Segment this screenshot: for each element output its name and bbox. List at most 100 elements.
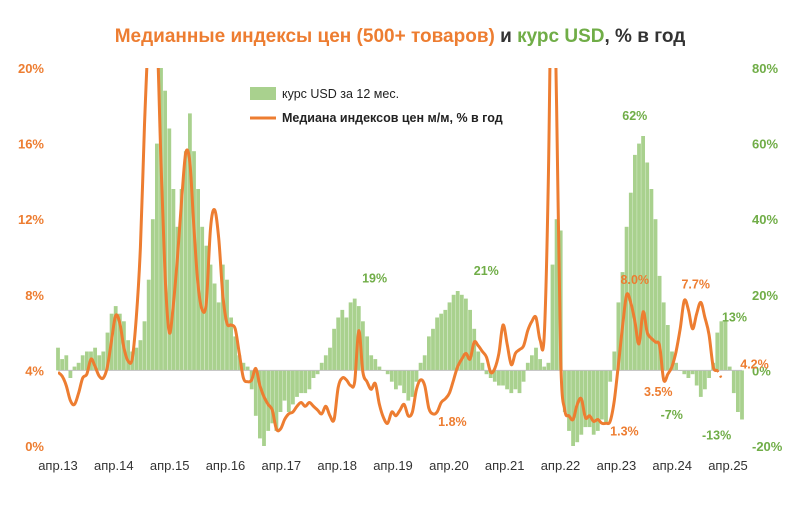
usd-bar: [150, 219, 155, 371]
usd-bar: [105, 332, 110, 371]
right-tick-label: 40%: [752, 212, 778, 227]
x-tick-label: апр.18: [317, 458, 357, 473]
usd-bar: [414, 370, 419, 382]
usd-bar: [113, 306, 118, 371]
usd-bar: [389, 370, 394, 382]
usd-bar: [427, 336, 431, 371]
usd-bar: [443, 309, 448, 371]
usd-bar: [175, 226, 180, 371]
x-tick-label: апр.17: [262, 458, 302, 473]
usd-bar: [291, 370, 295, 405]
x-tick-label: апр.20: [429, 458, 469, 473]
usd-bar: [258, 370, 262, 439]
usd-bar: [736, 370, 740, 412]
price-index-path: [58, 68, 719, 433]
usd-bar: [138, 340, 143, 371]
usd-bar: [340, 309, 345, 371]
annotation-label: -13%: [702, 429, 731, 443]
x-tick-label: апр.21: [485, 458, 525, 473]
annotation-label: 19%: [362, 272, 387, 286]
usd-bar: [542, 366, 547, 371]
x-axis-ticks: апр.13 апр.14 апр.15 апр.16 апр.17 апр.18 апр.…: [38, 458, 748, 473]
chart-title: Медианные индексы цен (500+ товаров) и к…: [115, 26, 686, 47]
usd-bar: [233, 336, 238, 371]
usd-bar: [608, 370, 613, 382]
usd-bar: [344, 317, 349, 371]
usd-bar: [220, 264, 225, 371]
usd-bar: [492, 370, 497, 382]
usd-bar: [282, 370, 287, 401]
usd-bar: [278, 370, 283, 412]
usd-bar: [266, 370, 271, 431]
usd-bar: [134, 347, 139, 371]
usd-bar: [200, 226, 205, 371]
usd-bar: [464, 298, 468, 371]
usd-bar: [612, 351, 617, 371]
usd-bar: [159, 68, 163, 371]
usd-bar: [723, 321, 728, 371]
x-tick-label: апр.19: [373, 458, 413, 473]
usd-bar: [616, 302, 621, 371]
usd-bar: [208, 264, 213, 371]
usd-bar: [435, 317, 439, 371]
usd-bar: [286, 370, 291, 412]
left-tick-label: 16%: [18, 137, 44, 152]
usd-bar: [117, 313, 122, 371]
usd-bar: [468, 309, 472, 371]
usd-bar: [583, 370, 588, 428]
annotation-label: 1.3%: [610, 424, 639, 438]
usd-bar: [410, 370, 415, 397]
right-tick-label: -20%: [752, 439, 783, 454]
usd-bar: [167, 128, 172, 371]
usd-bar: [85, 351, 89, 371]
usd-bar: [406, 370, 411, 401]
x-tick-label: апр.22: [541, 458, 581, 473]
usd-bar: [480, 362, 485, 371]
usd-bar: [562, 370, 567, 412]
usd-bar: [727, 366, 732, 371]
usd-bar: [591, 370, 596, 435]
usd-bar: [546, 362, 551, 371]
usd-bar: [628, 192, 633, 371]
usd-bar: [740, 370, 744, 420]
usd-bar: [369, 355, 374, 371]
usd-bar: [361, 321, 365, 371]
x-tick-label: апр.13: [38, 458, 78, 473]
usd-bar: [80, 355, 85, 371]
usd-bar: [72, 366, 77, 371]
usd-bar: [93, 347, 97, 371]
right-tick-label: 20%: [752, 288, 778, 303]
usd-bar: [307, 370, 312, 390]
usd-bar: [60, 359, 64, 371]
usd-bar: [56, 347, 60, 371]
usd-bar: [398, 370, 402, 386]
usd-bar: [295, 370, 299, 397]
usd-bar: [439, 313, 444, 371]
usd-bar: [567, 370, 571, 431]
usd-bar: [694, 370, 699, 386]
usd-bar: [554, 219, 559, 371]
usd-bar: [690, 370, 695, 375]
usd-bar: [394, 370, 398, 390]
usd-bar: [328, 347, 332, 371]
usd-bar: [521, 370, 526, 382]
usd-bar: [377, 366, 382, 371]
usd-bar: [319, 362, 324, 371]
usd-bar: [686, 370, 691, 378]
legend-label-usd: курс USD за 12 мес.: [282, 87, 399, 101]
usd-bar: [459, 294, 464, 371]
annotation-label: 7.7%: [681, 278, 710, 292]
chart-title-text: Медианные индексы цен (500+ товаров) и к…: [115, 26, 686, 47]
usd-bar: [731, 370, 736, 394]
usd-bar: [674, 362, 678, 371]
usd-bar: [505, 370, 509, 390]
annotation-label: 4.2%: [740, 358, 769, 372]
chart-title-part: курс USD: [517, 26, 604, 47]
annotation-label: 21%: [474, 264, 499, 278]
left-tick-label: 12%: [18, 212, 44, 227]
usd-bar: [315, 370, 320, 375]
usd-bar: [418, 362, 423, 371]
usd-bar: [68, 370, 73, 378]
usd-bar: [484, 370, 489, 375]
